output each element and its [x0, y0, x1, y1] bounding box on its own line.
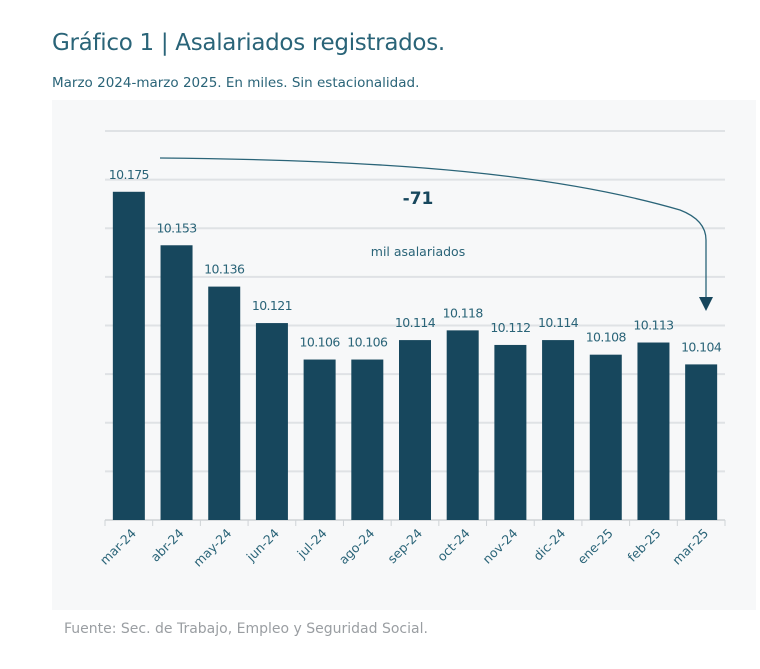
data-label: 10.108	[586, 330, 627, 345]
x-tick-label: oct-24	[434, 525, 473, 564]
change-value: -71	[403, 189, 434, 209]
data-label: 10.104	[681, 339, 722, 354]
bar-ago-24	[351, 359, 384, 520]
data-label: 10.106	[300, 335, 341, 350]
chart-subtitle: Marzo 2024-marzo 2025. En miles. Sin est…	[52, 75, 420, 91]
x-tick-label: may-24	[190, 525, 234, 569]
data-label: 10.114	[538, 315, 579, 330]
data-label: 10.114	[395, 315, 436, 330]
data-label: 10.153	[156, 220, 196, 235]
bar-abr-24	[160, 245, 193, 521]
bar-oct-24	[446, 330, 479, 520]
x-tick-label: ago-24	[336, 525, 378, 567]
data-label: 10.121	[252, 298, 292, 313]
data-label: 10.136	[204, 262, 245, 277]
x-tick-label: abr-24	[148, 525, 187, 564]
chart-title: Gráfico 1 | Asalariados registrados.	[52, 30, 445, 56]
bar-dic-24	[542, 340, 575, 520]
change-arrow	[159, 157, 707, 298]
change-unit: mil asalariados	[371, 244, 465, 259]
arrow-head-icon	[699, 297, 713, 311]
x-tick-label: sep-24	[384, 525, 425, 566]
bar-nov-24	[494, 344, 527, 520]
x-tick-label: ene-25	[574, 526, 616, 568]
x-tick-label: mar-24	[97, 525, 139, 567]
bar-mar-25	[685, 364, 718, 520]
bar-jul-24	[303, 359, 336, 520]
x-tick-label: nov-24	[479, 525, 520, 566]
x-tick-label: jun-24	[243, 525, 282, 564]
bar-mar-24	[112, 191, 145, 520]
bar-sep-24	[399, 340, 431, 520]
bar-feb-25	[637, 342, 670, 520]
x-tick-label: dic-24	[530, 525, 568, 563]
x-tick-label: jul-24	[293, 525, 329, 561]
data-label: 10.106	[347, 335, 388, 350]
bar-jun-24	[255, 323, 288, 520]
data-label: 10.118	[443, 305, 484, 320]
x-tick-label: feb-25	[624, 526, 663, 565]
x-tick-label: mar-25	[669, 526, 711, 568]
data-label: 10.175	[109, 167, 149, 182]
bar-may-24	[208, 286, 241, 520]
data-label: 10.112	[490, 320, 530, 335]
source-note: Fuente: Sec. de Trabajo, Empleo y Seguri…	[64, 621, 428, 637]
bar-ene-25	[589, 354, 622, 520]
data-label: 10.113	[633, 318, 673, 333]
